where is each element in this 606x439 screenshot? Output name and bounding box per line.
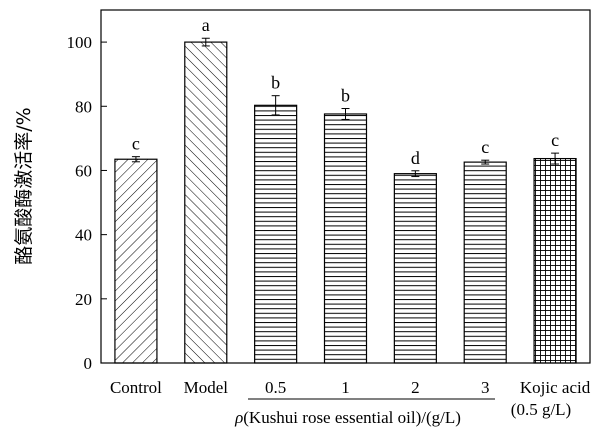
category-label: 0.5 (265, 378, 286, 397)
significance-label: b (341, 86, 350, 106)
bar-0-5 (254, 104, 298, 364)
significance-label: b (271, 73, 280, 93)
significance-label: c (551, 130, 559, 150)
category-label: Kojic acid (520, 378, 591, 397)
y-tick-label: 20 (75, 290, 92, 309)
bar-3 (463, 161, 507, 364)
category-label: Control (110, 378, 162, 397)
significance-label: c (132, 134, 140, 154)
bar-control (114, 158, 158, 364)
y-axis-label: 酪氨酸酶激活率/% (13, 107, 35, 264)
y-tick-label: 80 (75, 97, 92, 116)
error-bars (131, 37, 560, 178)
category-label: 1 (341, 378, 350, 397)
significance-labels: c a b b d c c (132, 15, 559, 168)
y-ticks: 0 20 40 60 80 100 (67, 33, 107, 373)
bar-kojic-acid (533, 157, 577, 364)
kojic-concentration-label: (0.5 g/L) (511, 400, 571, 419)
category-label: 3 (481, 378, 490, 397)
significance-label: c (481, 137, 489, 157)
x-axis-label-rho: ρ (234, 408, 243, 427)
bar-1 (323, 113, 368, 364)
y-tick-label: 100 (67, 33, 93, 52)
y-tick-label: 60 (75, 161, 92, 180)
bar-2 (393, 173, 437, 364)
x-axis-label-text: (Kushui rose essential oil)/(g/L) (243, 408, 461, 427)
category-label: 2 (411, 378, 420, 397)
significance-label: a (202, 15, 210, 35)
significance-label: d (411, 148, 420, 168)
y-tick-label: 0 (84, 354, 93, 373)
bars (114, 41, 577, 364)
x-axis-label: ρ(Kushui rose essential oil)/(g/L) (234, 408, 461, 427)
y-tick-label: 40 (75, 226, 92, 245)
category-label: Model (184, 378, 229, 397)
bar-model (184, 41, 228, 364)
category-labels: Control Model 0.5 1 2 3 Kojic acid (110, 378, 591, 397)
